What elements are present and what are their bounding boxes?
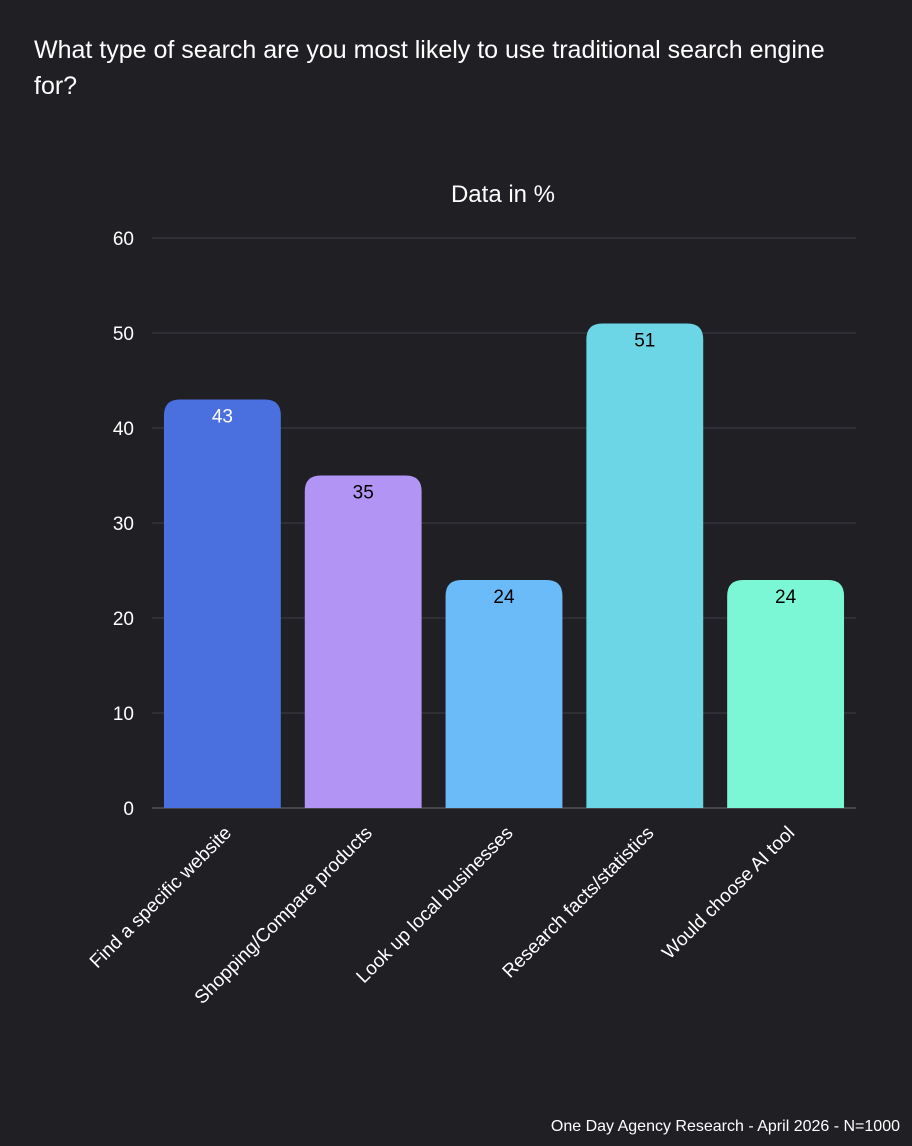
y-tick-label: 60 bbox=[113, 229, 134, 250]
y-tick-label: 0 bbox=[123, 799, 134, 820]
bar-value-label: 35 bbox=[353, 483, 374, 504]
y-tick-label: 20 bbox=[113, 609, 134, 630]
bar-value-label: 24 bbox=[775, 587, 797, 608]
y-axis-ticks: 0 10 20 30 40 50 60 bbox=[113, 229, 134, 820]
x-axis-labels: Find a specific websiteShopping/Compare … bbox=[86, 823, 799, 1009]
question-title: What type of search are you most likely … bbox=[34, 36, 825, 100]
bar bbox=[727, 580, 845, 808]
y-tick-label: 40 bbox=[113, 419, 134, 440]
x-category-label: Look up local businesses bbox=[353, 823, 518, 988]
y-tick-label: 10 bbox=[113, 704, 134, 725]
chart-title: Data in % bbox=[451, 181, 555, 208]
bar-value-label: 51 bbox=[634, 331, 655, 352]
bar bbox=[586, 323, 704, 808]
bar-chart: Data in % 0 10 20 30 40 50 60 43 35 24 51 24 Find … bbox=[86, 181, 856, 1009]
bars: 43 35 24 51 24 bbox=[163, 323, 845, 808]
bar-value-label: 43 bbox=[212, 407, 233, 428]
bar bbox=[445, 580, 563, 808]
x-category-label: Would choose AI tool bbox=[658, 823, 799, 964]
x-category-label: Find a specific website bbox=[86, 823, 236, 973]
bar bbox=[163, 399, 281, 808]
x-category-label: Research facts/statistics bbox=[499, 823, 659, 983]
footer-source: One Day Agency Research - April 2026 - N… bbox=[550, 1118, 900, 1135]
y-tick-label: 30 bbox=[113, 514, 134, 535]
bar bbox=[304, 475, 422, 808]
y-tick-label: 50 bbox=[113, 324, 134, 345]
bar-value-label: 24 bbox=[493, 587, 515, 608]
